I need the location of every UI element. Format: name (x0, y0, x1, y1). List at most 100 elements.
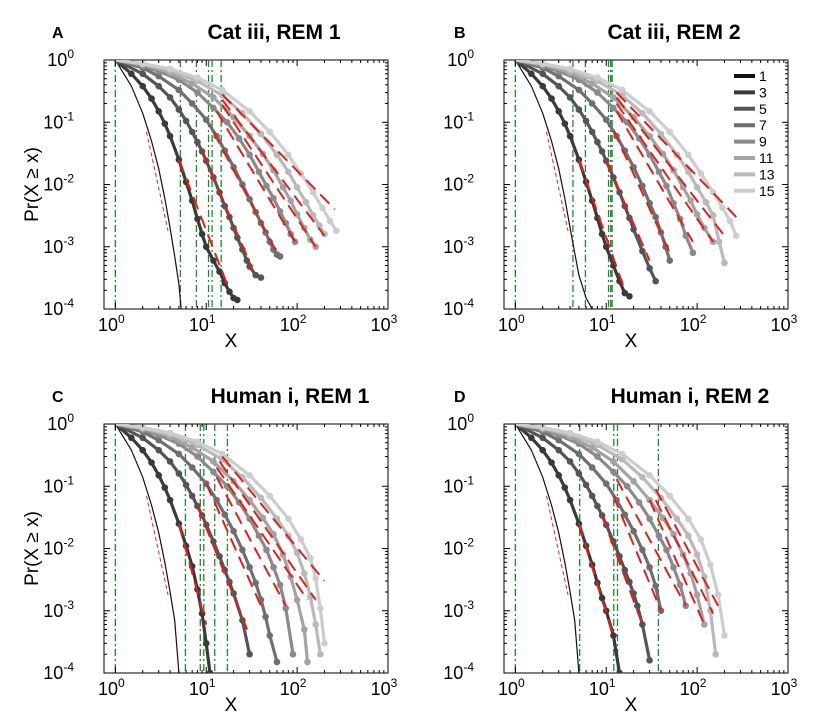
data-point (582, 117, 590, 125)
x-tick-label-base: 10 (680, 679, 700, 699)
fit-line (612, 495, 662, 612)
legend-label: 3 (759, 84, 767, 100)
y-tick-label-exp: 0 (467, 411, 474, 425)
data-point (139, 70, 147, 78)
data-point (594, 438, 601, 445)
data-point (652, 277, 659, 285)
data-point (155, 107, 163, 115)
y-tick-label-base: 10 (43, 663, 63, 683)
data-point (202, 639, 210, 647)
y-tick-label: 10-4 (443, 660, 474, 683)
fit-line (215, 466, 309, 601)
y-tick-label-base: 10 (43, 539, 63, 559)
data-point (693, 184, 701, 191)
data-point (630, 527, 637, 535)
fit-line (177, 159, 231, 291)
data-point (175, 470, 183, 477)
fit-line (654, 488, 719, 607)
data-point (652, 582, 659, 590)
data-point (148, 459, 155, 466)
data-point (293, 184, 301, 191)
data-point (139, 446, 147, 454)
y-tick-label-exp: -1 (63, 109, 74, 123)
data-point (635, 499, 643, 506)
series-line-1 (114, 60, 182, 309)
data-point (182, 481, 190, 489)
fit-line (612, 129, 671, 254)
data-point (566, 65, 574, 73)
data-point (685, 532, 692, 540)
data-point (262, 229, 269, 236)
data-point (701, 621, 708, 628)
fit-line (545, 131, 569, 231)
data-point (676, 581, 684, 589)
data-point (285, 151, 292, 159)
data-point (139, 424, 147, 431)
data-point (210, 458, 217, 465)
data-point (726, 217, 734, 225)
data-point (155, 72, 163, 80)
x-tick-label: 101 (189, 312, 216, 335)
x-tick-label-exp: 2 (300, 676, 307, 690)
data-point (128, 70, 135, 78)
data-point (312, 575, 319, 582)
data-point (575, 470, 583, 477)
data-point (646, 107, 653, 115)
data-point (621, 511, 629, 518)
x-tick-label-base: 10 (589, 679, 609, 699)
data-point (223, 118, 231, 126)
y-tick-label-base: 10 (443, 539, 463, 559)
x-tick-label-base: 10 (371, 315, 391, 335)
data-point (555, 471, 563, 479)
data-point (266, 632, 274, 639)
panel-letter: A (52, 25, 64, 42)
legend-label: 15 (759, 183, 775, 199)
data-point (246, 195, 253, 203)
data-point (639, 247, 646, 255)
y-tick-label-exp: -4 (463, 660, 474, 674)
data-point (246, 471, 253, 479)
data-point (326, 217, 334, 225)
fit-line (221, 455, 326, 582)
data-point (646, 471, 653, 479)
data-point (279, 184, 287, 191)
y-tick-label: 10-3 (443, 598, 474, 621)
data-point (202, 243, 210, 251)
data-point (246, 563, 253, 571)
fit-line (196, 505, 251, 636)
y-tick-label-base: 10 (443, 476, 463, 496)
data-point (630, 478, 637, 485)
x-tick-label-base: 10 (498, 315, 518, 335)
y-tick-label-base: 10 (43, 237, 63, 257)
x-tick-label: 101 (589, 676, 616, 699)
data-point (687, 197, 695, 204)
data-point (594, 453, 601, 460)
data-point (555, 82, 563, 90)
y-tick-label-exp: -1 (463, 109, 474, 123)
x-axis-label: X (625, 331, 638, 352)
y-tick-label-exp: -4 (63, 660, 74, 674)
data-point (566, 429, 574, 437)
fit-line (201, 151, 254, 269)
series-line-13 (115, 424, 322, 655)
y-tick-label-base: 10 (43, 299, 63, 319)
data-point (618, 86, 626, 94)
fit-line (615, 91, 738, 218)
fit-line (145, 131, 169, 231)
data-point (588, 464, 596, 471)
data-point (594, 138, 601, 146)
y-tick-label-exp: -2 (463, 172, 474, 186)
fit-line (145, 495, 169, 595)
data-point (528, 434, 535, 442)
x-tick-label-exp: 3 (391, 312, 398, 326)
y-tick-label: 10-2 (43, 536, 74, 559)
y-tick-label: 10-1 (43, 109, 74, 132)
plot-area (114, 60, 340, 309)
y-tick-label-exp: -2 (463, 536, 474, 550)
panel-letter: D (454, 389, 466, 406)
data-point (639, 621, 646, 628)
y-tick-label-exp: -3 (463, 598, 474, 612)
data-point (555, 436, 563, 444)
data-point (226, 288, 233, 295)
x-tick-label-exp: 1 (209, 312, 216, 326)
